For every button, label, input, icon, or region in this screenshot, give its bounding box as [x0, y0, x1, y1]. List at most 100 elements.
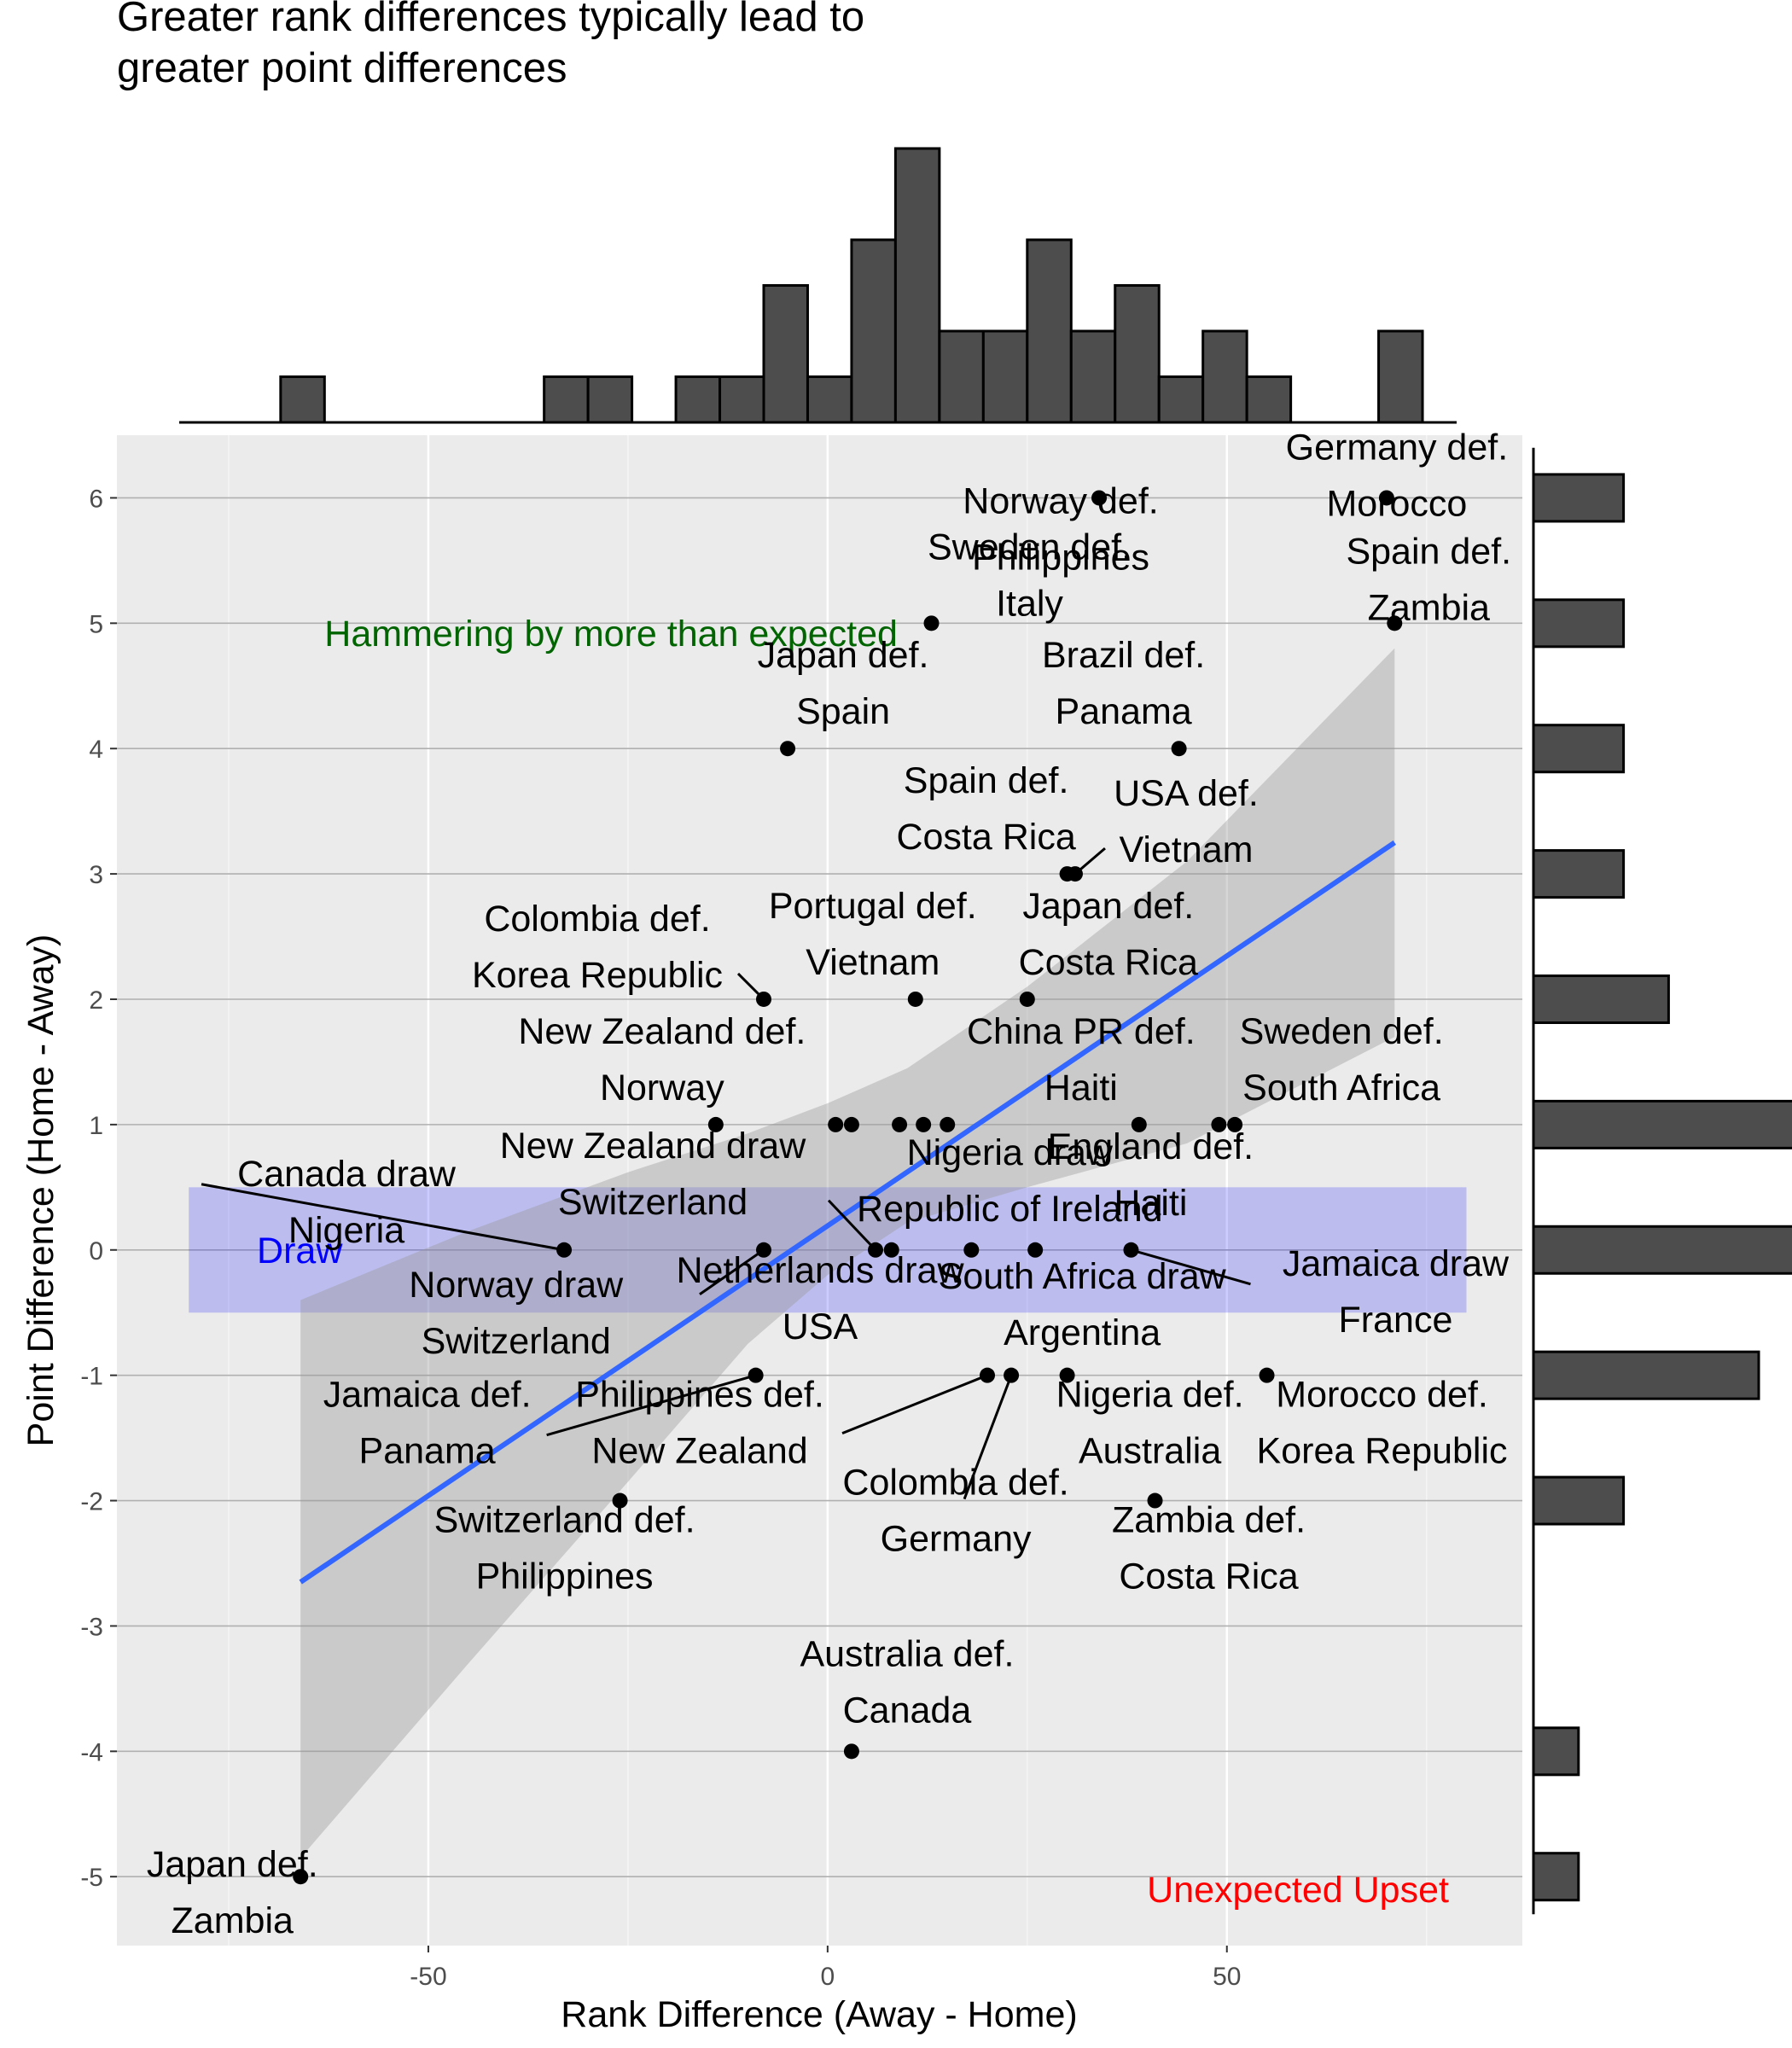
point-label: Morocco: [1326, 483, 1467, 524]
top-histogram-bar: [806, 375, 853, 424]
point-label: Japan def.: [147, 1844, 318, 1885]
point-label: Italy: [996, 583, 1063, 624]
y-tick-label: 4: [89, 736, 103, 764]
data-point: [1019, 991, 1035, 1007]
point-label: Colombia def.: [484, 899, 710, 940]
data-point: [1091, 490, 1108, 506]
data-point: [1387, 615, 1403, 631]
top-histogram-bar: [1069, 329, 1117, 424]
point-label: Argentina: [1004, 1312, 1161, 1353]
y-tick-label: -1: [80, 1363, 103, 1391]
y-tick-label: 3: [89, 861, 103, 889]
point-label: Zambia: [172, 1900, 294, 1941]
point-label: Republic of Ireland: [857, 1189, 1163, 1230]
top-histogram-bar: [1157, 375, 1205, 424]
data-point: [1027, 1242, 1044, 1258]
plot-panel: [117, 435, 1522, 1946]
top-histogram-bar: [1114, 284, 1161, 424]
top-marginal-histogram: [179, 147, 1457, 424]
data-point: [1171, 741, 1187, 757]
point-label: Norway draw: [409, 1265, 624, 1306]
point-label: South Africa: [1242, 1068, 1440, 1108]
point-label: Colombia def.: [842, 1463, 1068, 1504]
right-histogram-bar: [1532, 1350, 1760, 1400]
data-point: [843, 1743, 859, 1760]
top-histogram-bar: [719, 375, 765, 424]
point-label: China PR def.: [967, 1011, 1196, 1052]
chart-title-line-2: greater point differences: [117, 45, 567, 91]
right-histogram-bar: [1532, 974, 1670, 1024]
draw-band-label: Draw: [257, 1231, 343, 1271]
region-annotation: Hammering by more than expected: [324, 614, 898, 655]
data-point: [923, 615, 940, 631]
point-label: Nigeria: [288, 1210, 404, 1251]
point-label: Spain def.: [1346, 531, 1511, 572]
label-leader-line: [963, 1375, 1013, 1500]
point-label: New Zealand draw: [500, 1126, 806, 1167]
point-label: Norway def.: [963, 480, 1158, 521]
point-label: Korea Republic: [1257, 1431, 1508, 1472]
data-point: [963, 1242, 980, 1258]
label-leader-line: [1073, 847, 1106, 876]
label-leader-line: [736, 972, 765, 1001]
point-label: Australia: [1079, 1431, 1221, 1472]
point-label: Costa Rica: [1019, 942, 1198, 983]
point-label: Canada draw: [237, 1154, 457, 1195]
y-tick-label: -3: [80, 1613, 103, 1641]
point-label: New Zealand: [591, 1431, 807, 1472]
top-histogram-bar: [279, 375, 326, 424]
top-histogram-bar: [893, 147, 941, 424]
data-point: [1227, 1116, 1243, 1132]
right-marginal-histogram: [1532, 447, 1792, 1915]
point-label: New Zealand def.: [518, 1011, 806, 1052]
data-point: [780, 741, 796, 757]
top-histogram-bar: [850, 238, 897, 424]
data-point: [907, 991, 923, 1007]
confidence-band: [300, 648, 1395, 1859]
top-histogram-bar: [1201, 329, 1248, 424]
data-point: [612, 1492, 628, 1509]
point-label: Nigeria def.: [1056, 1375, 1244, 1416]
x-axis-title: Rank Difference (Away - Home): [561, 1994, 1077, 2035]
top-histogram-bar: [981, 329, 1029, 424]
y-tick-label: -5: [80, 1864, 103, 1892]
point-label: Jamaica def.: [323, 1375, 532, 1416]
point-label: Haiti: [1044, 1068, 1118, 1108]
point-label: Sweden def.: [928, 527, 1132, 567]
point-label: England def.: [1048, 1126, 1254, 1167]
right-histogram-bar: [1532, 1726, 1580, 1777]
point-label: USA def.: [1114, 773, 1259, 814]
x-tick-label: 50: [1213, 1963, 1241, 1991]
data-point: [1378, 490, 1394, 506]
point-label: Philippines: [972, 537, 1149, 578]
top-histogram-bar: [1245, 375, 1293, 424]
point-label: Spain: [796, 691, 890, 732]
point-label: Netherlands draw: [676, 1250, 964, 1291]
right-histogram-bar: [1532, 1099, 1792, 1149]
trend-line: [299, 840, 1396, 1585]
y-tick-label: -4: [80, 1738, 103, 1766]
point-label: Spain def.: [904, 760, 1069, 801]
top-histogram-bar: [674, 375, 722, 424]
data-point: [940, 1116, 956, 1132]
data-point: [892, 1116, 908, 1132]
point-label: Vietnam: [806, 942, 940, 983]
top-histogram-bar: [1377, 329, 1424, 424]
point-label: Panama: [359, 1431, 496, 1472]
right-histogram-bar: [1532, 1225, 1792, 1275]
point-label: Philippines: [476, 1556, 654, 1597]
point-label: Panama: [1056, 691, 1192, 732]
point-label: Japan def.: [1022, 886, 1194, 927]
y-tick-label: 5: [89, 610, 103, 638]
y-tick-label: 1: [89, 1112, 103, 1140]
point-label: Haiti: [1114, 1183, 1187, 1224]
point-label: Philippines def.: [575, 1375, 824, 1416]
point-label: Switzerland def.: [434, 1500, 695, 1541]
data-point: [293, 1869, 309, 1885]
point-label: Zambia: [1368, 587, 1490, 628]
point-label: Norway: [600, 1068, 724, 1108]
draw-band: [189, 1187, 1467, 1313]
point-label: Jamaica draw: [1283, 1243, 1510, 1284]
label-leader-line: [1131, 1248, 1251, 1286]
top-histogram-bar: [1026, 238, 1073, 424]
